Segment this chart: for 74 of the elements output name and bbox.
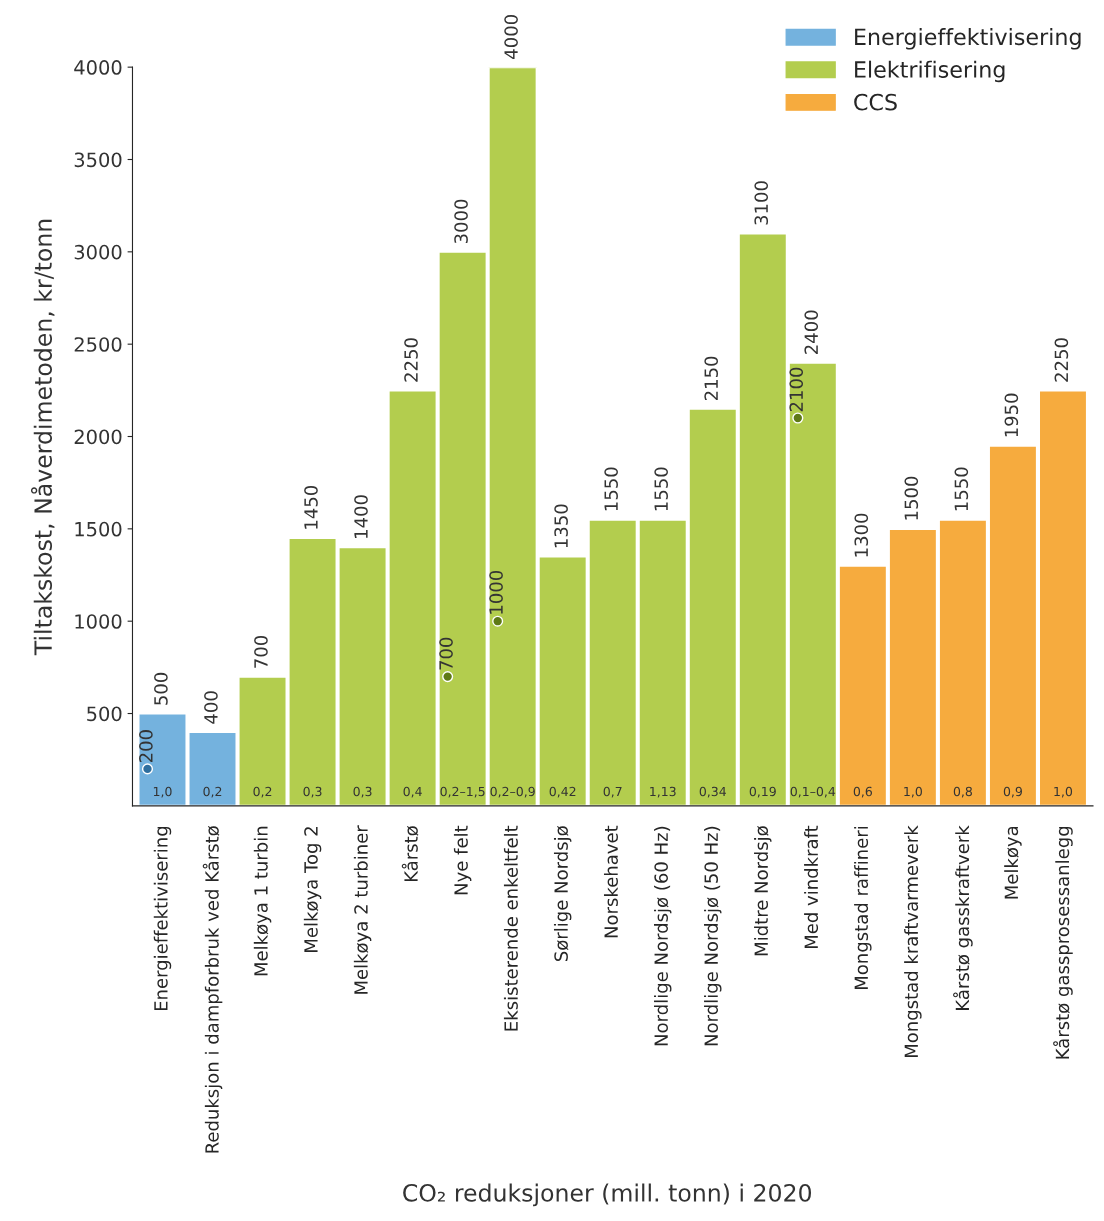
data-label: 1450: [304, 485, 318, 529]
data-label: 3000: [454, 199, 468, 244]
legend-label: Elektrifisering: [855, 60, 1005, 83]
data-label: 1550: [654, 467, 668, 511]
data-label: 1000: [489, 570, 503, 614]
x-tick-label: Nordlige Nordsjø (50 Hz): [704, 826, 722, 1046]
x-tick-label: Kårstø: [401, 825, 419, 882]
annotation: 0,1–0,4: [790, 786, 836, 798]
legend-label: Energieffektivisering: [855, 28, 1081, 50]
y-tick-label: 3000: [74, 244, 122, 260]
data-label: 1500: [904, 476, 919, 520]
annotation: 0,4: [403, 786, 422, 798]
annotation: 0,2–0,9: [490, 786, 535, 798]
y-tick-label: 2500: [74, 337, 122, 352]
x-tick-label: Eksisterende enkeltfelt: [503, 825, 518, 1031]
x-tick-label: Midtre Nordsjø: [754, 825, 772, 956]
data-label: 2250: [404, 338, 418, 382]
data-label: 200: [139, 730, 153, 763]
x-axis-title: CO₂ reduksjoner (mill. tonn) i 2020: [403, 1183, 812, 1207]
y-tick-label: 4000: [74, 60, 122, 75]
data-label: 1400: [354, 495, 368, 538]
y-tick-label: 1500: [75, 521, 122, 537]
annotation: 0,8: [953, 786, 972, 798]
data-label: 2100: [789, 367, 804, 412]
annotation: 0,6: [853, 786, 872, 798]
y-tick-label: 3500: [74, 152, 122, 168]
data-label: 400: [204, 691, 218, 724]
annotation: 0,9: [1003, 786, 1022, 798]
x-tick-label: Melkøya: [1004, 826, 1022, 899]
x-tick-label: Kårstø gassprosessanlegg: [1053, 826, 1073, 1059]
x-tick-label: Kårstø gasskraftverk: [953, 825, 973, 1010]
x-tick-label: Melkøya 2 turbiner: [353, 825, 372, 994]
x-tick-label: Mongstad raffineri: [854, 827, 872, 990]
y-tick-label: 2000: [74, 429, 122, 445]
data-label: 1950: [1004, 393, 1019, 437]
annotation: 0,7: [603, 786, 622, 798]
data-label: 2400: [804, 310, 819, 354]
annotation: 0,19: [749, 786, 776, 798]
x-tick-label: Med vindkraft: [804, 825, 819, 949]
legend-label: CCS: [854, 93, 897, 111]
x-tick-label: Nye felt: [453, 825, 472, 895]
y-tick-label: 500: [87, 706, 122, 722]
annotation: 0,42: [549, 786, 576, 798]
x-tick-label: Melkøya 1 turbin: [253, 826, 272, 976]
x-tick-label: Mongstad kraftvarmeverk: [904, 825, 922, 1058]
data-label: 1550: [954, 467, 969, 511]
data-label: 1550: [604, 467, 618, 511]
annotation: 0,3: [303, 786, 322, 798]
annotation: 0,3: [353, 786, 372, 798]
x-tick-label: Reduksjon i dampforbruk ved Kårstø: [202, 825, 223, 1153]
annotation: 1,13: [650, 786, 676, 798]
data-label: 500: [154, 672, 168, 705]
x-tick-label: Energieffektivisering: [153, 826, 172, 1011]
data-label: 700: [439, 637, 453, 670]
annotation: 1,0: [1054, 786, 1073, 798]
data-label: 2250: [1054, 338, 1069, 382]
data-label: 700: [254, 635, 268, 668]
annotation: 0,2: [253, 786, 272, 798]
annotation: 1,0: [153, 786, 172, 798]
x-tick-label: Norskehavet: [603, 825, 618, 938]
data-label: 1350: [554, 504, 568, 548]
data-label: 4000: [504, 15, 518, 59]
x-tick-label: Nordlige Nordsjø (60 Hz): [654, 826, 672, 1046]
annotation: 0,2: [203, 786, 222, 798]
y-axis-title: Tiltakskost, Nåverdimetoden, kr/tonn: [30, 219, 55, 656]
data-label: 2150: [704, 356, 719, 401]
x-tick-label: Melkøya Tog 2: [303, 827, 322, 952]
annotation: 0,34: [699, 786, 726, 798]
data-label: 3100: [754, 181, 769, 225]
data-label: 1300: [854, 513, 869, 557]
y-tick-label: 1000: [75, 614, 122, 629]
x-tick-label: Sørlige Nordsjø: [553, 825, 572, 961]
annotation: 1,0: [904, 786, 922, 798]
annotation: 0,2–1,5: [440, 786, 485, 798]
